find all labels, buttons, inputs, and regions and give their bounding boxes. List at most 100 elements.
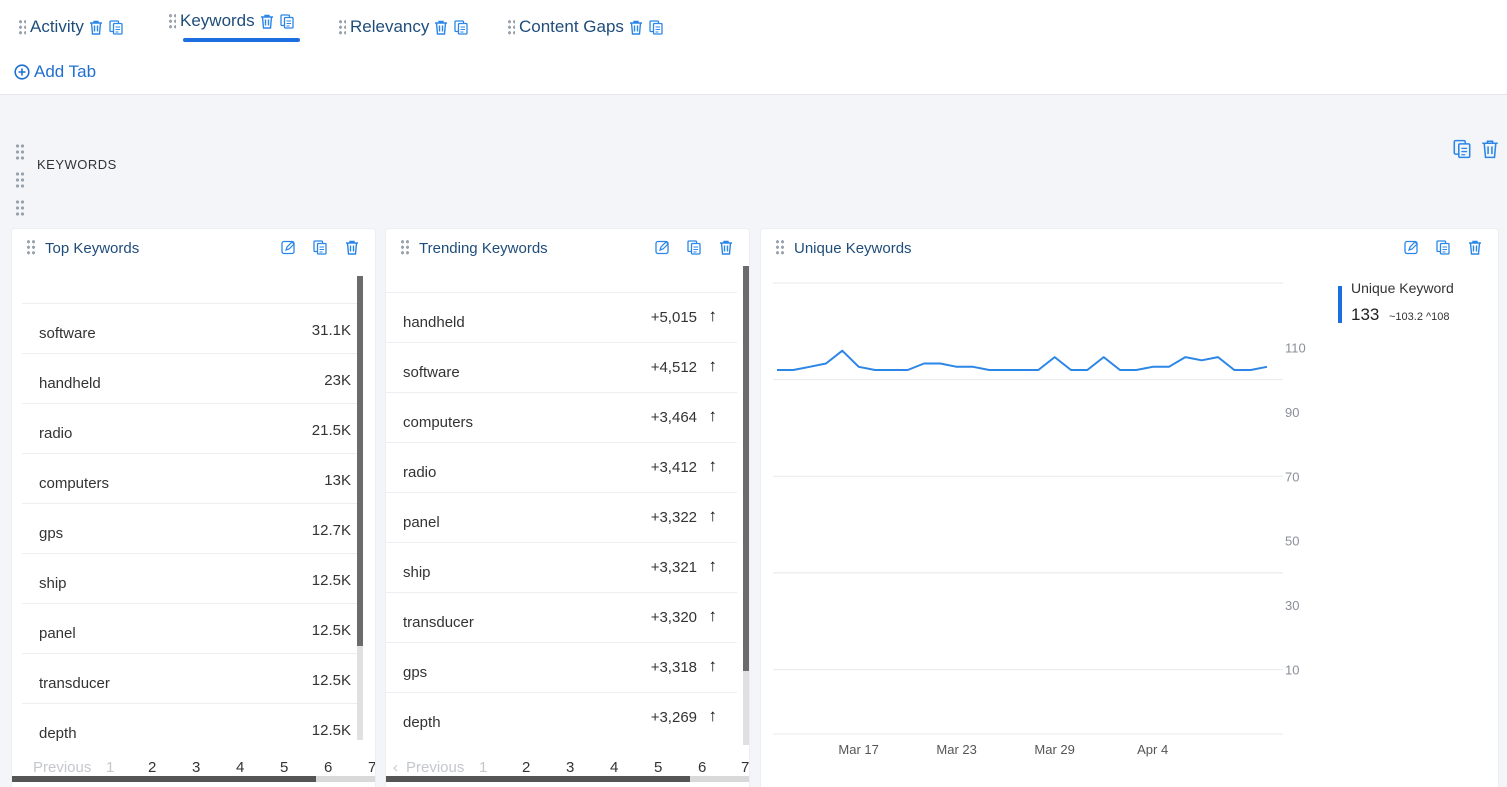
keyword-change: +3,464 xyxy=(650,409,697,426)
drag-handle-icon[interactable] xyxy=(15,143,25,161)
section-title: KEYWORDS xyxy=(37,157,117,172)
trash-icon[interactable] xyxy=(628,19,644,35)
table-row[interactable]: ship +3,321 ↑ xyxy=(386,542,737,592)
keyword-count: 31.1K xyxy=(311,322,351,339)
page-1[interactable]: 1 xyxy=(479,759,488,776)
copy-icon[interactable] xyxy=(685,238,703,256)
trash-icon[interactable] xyxy=(717,238,735,256)
copy-icon[interactable] xyxy=(453,19,469,35)
keyword-change: +4,512 xyxy=(650,359,697,376)
table-row[interactable]: software +4,512 ↑ xyxy=(386,342,737,392)
previous-button[interactable]: Previous xyxy=(33,759,92,776)
table-row[interactable]: transducer 12.5K xyxy=(22,653,357,703)
table-row[interactable]: depth 12.5K xyxy=(22,703,357,741)
keyword: radio xyxy=(39,425,73,442)
arrow-up-icon: ↑ xyxy=(708,406,718,425)
tab-keywords[interactable]: Keywords xyxy=(168,6,295,36)
keyword-count: 13K xyxy=(324,472,351,489)
page-4[interactable]: 4 xyxy=(610,759,619,776)
trash-icon[interactable] xyxy=(1481,140,1499,159)
drag-handle-icon[interactable] xyxy=(18,19,26,35)
table-row[interactable]: panel +3,322 ↑ xyxy=(386,492,737,542)
table-row[interactable]: panel 12.5K xyxy=(22,603,357,653)
vertical-scrollbar[interactable] xyxy=(743,266,749,745)
drag-handle-icon[interactable] xyxy=(775,239,785,255)
edit-icon[interactable] xyxy=(279,238,297,256)
page-5[interactable]: 5 xyxy=(280,759,289,776)
top-keywords-card: Top Keywords software 31.1K handheld 23K r… xyxy=(12,229,375,787)
keyword-count: 21.5K xyxy=(311,422,351,439)
table-row[interactable]: transducer +3,320 ↑ xyxy=(386,592,737,642)
trash-icon[interactable] xyxy=(343,238,361,256)
keyword-count: 12.5K xyxy=(311,572,351,589)
card-header: Trending Keywords xyxy=(386,229,749,267)
drag-handle-icon[interactable] xyxy=(338,19,346,35)
trash-icon[interactable] xyxy=(1466,238,1484,256)
drag-handle-icon[interactable] xyxy=(168,13,176,29)
table-row[interactable]: ship 12.5K xyxy=(22,553,357,603)
trash-icon[interactable] xyxy=(259,13,275,29)
chevron-left-icon[interactable]: ‹ xyxy=(393,759,398,776)
y-tick-label: 90 xyxy=(1285,405,1299,420)
vertical-scrollbar[interactable] xyxy=(357,276,363,740)
trash-icon[interactable] xyxy=(88,19,104,35)
drag-handle-icon[interactable] xyxy=(507,19,515,35)
horizontal-scrollbar[interactable] xyxy=(12,776,375,782)
tab-activity[interactable]: Activity xyxy=(18,12,124,42)
pagination: ‹ Previous 1 2 3 4 5 6 7 xyxy=(386,759,749,779)
page-6[interactable]: 6 xyxy=(324,759,333,776)
page-2[interactable]: 2 xyxy=(522,759,531,776)
y-tick-label: 110 xyxy=(1285,340,1306,355)
edit-icon[interactable] xyxy=(653,238,671,256)
card-title: Top Keywords xyxy=(45,240,140,257)
table-row[interactable]: handheld 23K xyxy=(22,353,357,403)
previous-button[interactable]: Previous xyxy=(406,759,465,776)
tab-relevancy[interactable]: Relevancy xyxy=(338,12,469,42)
copy-icon[interactable] xyxy=(279,13,295,29)
page-7[interactable]: 7 xyxy=(741,759,749,776)
page-3[interactable]: 3 xyxy=(566,759,575,776)
trash-icon[interactable] xyxy=(433,19,449,35)
table-row[interactable]: gps +3,318 ↑ xyxy=(386,642,737,692)
page-6[interactable]: 6 xyxy=(698,759,707,776)
page-1[interactable]: 1 xyxy=(106,759,115,776)
keyword: gps xyxy=(403,664,428,681)
legend-avg: ~103.2 xyxy=(1389,311,1423,323)
drag-handle-icon[interactable] xyxy=(15,171,25,189)
edit-icon[interactable] xyxy=(1402,238,1420,256)
table-row[interactable]: computers +3,464 ↑ xyxy=(386,392,737,442)
copy-icon[interactable] xyxy=(648,19,664,35)
table-row[interactable]: depth +3,269 ↑ xyxy=(386,692,737,742)
table-row[interactable]: radio 21.5K xyxy=(22,403,357,453)
drag-handle-icon[interactable] xyxy=(26,239,36,255)
copy-icon[interactable] xyxy=(1453,139,1471,159)
copy-icon[interactable] xyxy=(1434,238,1452,256)
copy-icon[interactable] xyxy=(108,19,124,35)
table-row[interactable]: software 31.1K xyxy=(22,303,357,353)
drag-handle-icon[interactable] xyxy=(400,239,410,255)
horizontal-scrollbar[interactable] xyxy=(386,776,749,782)
copy-icon[interactable] xyxy=(311,238,329,256)
x-tick-label: Apr 4 xyxy=(1137,742,1168,757)
keyword: computers xyxy=(39,475,110,492)
pagination: Previous 1 2 3 4 5 6 7 xyxy=(12,759,375,779)
page-7[interactable]: 7 xyxy=(368,759,375,776)
tab-label: Activity xyxy=(30,17,84,36)
drag-handle-icon[interactable] xyxy=(15,199,25,217)
page-5[interactable]: 5 xyxy=(654,759,663,776)
tab-label: Relevancy xyxy=(350,17,430,36)
arrow-up-icon: ↑ xyxy=(708,356,718,375)
series-line-unique-keyword[interactable] xyxy=(777,349,1268,371)
table-row[interactable]: handheld +5,015 ↑ xyxy=(386,292,737,342)
card-header: Unique Keywords xyxy=(761,229,1498,267)
page-2[interactable]: 2 xyxy=(148,759,157,776)
table-row[interactable]: radio +3,412 ↑ xyxy=(386,442,737,492)
table-row[interactable]: gps 12.7K xyxy=(22,503,357,553)
legend-label[interactable]: Unique Keyword xyxy=(1351,280,1454,296)
tab-content-gaps[interactable]: Content Gaps xyxy=(507,12,664,42)
table-row[interactable]: computers 13K xyxy=(22,453,357,503)
add-tab-button[interactable]: Add Tab xyxy=(14,62,96,82)
y-tick-label: 70 xyxy=(1285,469,1299,484)
page-4[interactable]: 4 xyxy=(236,759,245,776)
page-3[interactable]: 3 xyxy=(192,759,201,776)
